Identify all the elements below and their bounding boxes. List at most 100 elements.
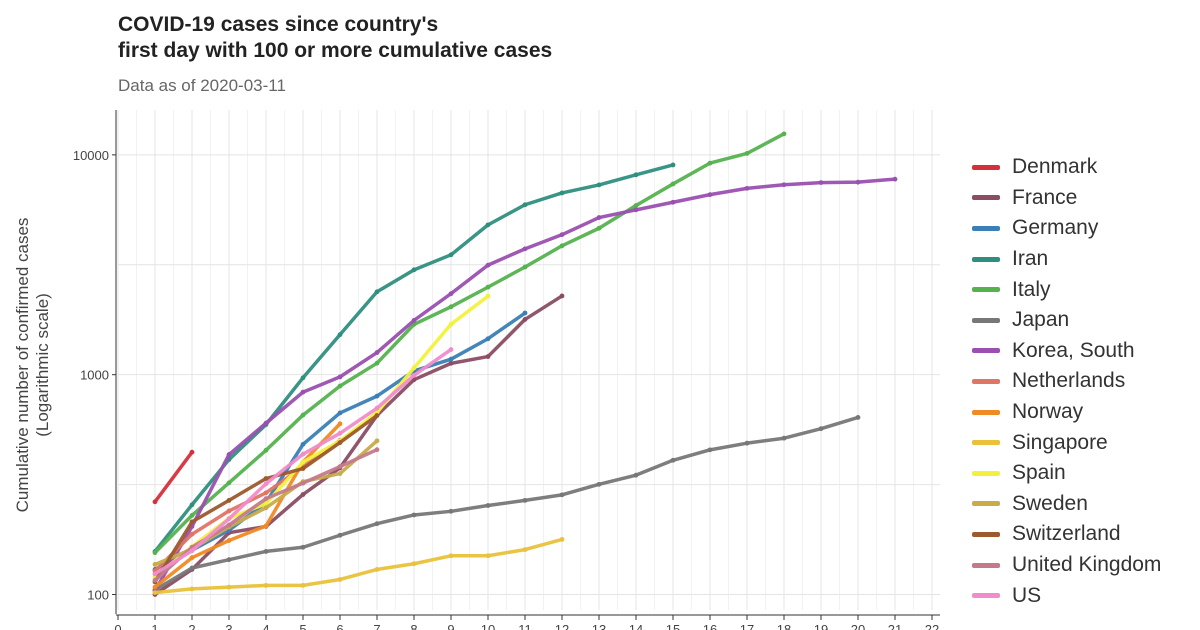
data-point-france bbox=[300, 492, 306, 497]
data-point-korea-south bbox=[485, 262, 491, 268]
data-point-italy bbox=[781, 131, 787, 137]
legend-item-singapore: Singapore bbox=[972, 427, 1161, 458]
data-point-spain bbox=[485, 293, 491, 299]
data-point-japan bbox=[781, 435, 787, 441]
data-point-italy bbox=[744, 151, 750, 156]
data-point-japan bbox=[670, 457, 676, 463]
data-point-korea-south bbox=[744, 185, 750, 191]
legend-item-sweden: Sweden bbox=[972, 489, 1161, 520]
data-point-italy bbox=[189, 512, 195, 518]
legend-swatch bbox=[972, 562, 1000, 568]
data-point-singapore bbox=[448, 553, 454, 559]
data-point-japan bbox=[633, 472, 639, 478]
data-point-germany bbox=[485, 336, 491, 342]
data-point-sweden bbox=[263, 505, 269, 511]
data-point-netherlands bbox=[189, 531, 195, 537]
chart-title-line-1: COVID-19 cases since country's bbox=[118, 13, 439, 36]
x-tick-label: 13 bbox=[592, 622, 606, 630]
x-tick-label: 19 bbox=[814, 622, 828, 630]
legend-label: Switzerland bbox=[1012, 522, 1121, 546]
legend-label: Iran bbox=[1012, 247, 1049, 271]
data-point-us bbox=[411, 372, 417, 378]
data-point-japan bbox=[744, 440, 750, 446]
legend-swatch bbox=[972, 225, 1000, 231]
legend-swatch bbox=[972, 195, 1000, 201]
data-point-france bbox=[559, 293, 565, 299]
data-point-us bbox=[337, 430, 343, 436]
data-point-netherlands bbox=[263, 490, 269, 496]
data-point-germany bbox=[374, 393, 380, 399]
data-point-united-kingdom bbox=[300, 480, 306, 486]
data-point-singapore bbox=[263, 582, 269, 588]
x-tick-label: 18 bbox=[777, 622, 791, 630]
x-tick-label: 15 bbox=[666, 622, 680, 630]
chart-subtitle: Data as of 2020-03-11 bbox=[118, 76, 286, 95]
data-point-spain bbox=[411, 365, 417, 371]
data-point-japan bbox=[485, 503, 491, 508]
legend-item-italy: Italy bbox=[972, 274, 1161, 305]
data-point-korea-south bbox=[855, 179, 861, 185]
data-point-korea-south bbox=[818, 180, 824, 186]
x-tick-label: 9 bbox=[447, 622, 454, 630]
legend-swatch bbox=[972, 593, 1000, 599]
series-line-denmark bbox=[153, 450, 194, 504]
legend-label: France bbox=[1012, 185, 1078, 209]
x-tick-label: 14 bbox=[629, 622, 643, 630]
legend-item-us: US bbox=[972, 580, 1161, 611]
data-point-italy bbox=[152, 550, 158, 556]
data-point-korea-south bbox=[670, 199, 676, 205]
data-point-korea-south bbox=[448, 291, 454, 297]
data-point-korea-south bbox=[226, 452, 232, 457]
data-point-singapore bbox=[337, 577, 343, 582]
data-point-korea-south bbox=[374, 350, 380, 355]
x-tick-label: 20 bbox=[851, 622, 865, 630]
legend-item-korea-south: Korea, South bbox=[972, 336, 1161, 367]
legend-swatch bbox=[972, 164, 1000, 170]
data-point-japan bbox=[337, 532, 343, 538]
y-tick-label: 100 bbox=[87, 587, 109, 602]
y-axis-title: Cumulative number of confirmed cases bbox=[13, 218, 32, 513]
data-point-norway bbox=[189, 555, 195, 561]
data-point-norway bbox=[152, 584, 158, 590]
legend-label: Italy bbox=[1012, 277, 1051, 301]
data-point-italy bbox=[263, 447, 269, 453]
data-point-japan bbox=[448, 508, 454, 514]
legend-item-norway: Norway bbox=[972, 397, 1161, 428]
legend-item-germany: Germany bbox=[972, 213, 1161, 244]
legend-item-japan: Japan bbox=[972, 305, 1161, 336]
series-line-france bbox=[153, 294, 564, 597]
legend-label: US bbox=[1012, 583, 1042, 607]
x-tick-label: 16 bbox=[703, 622, 717, 630]
data-point-us bbox=[374, 405, 380, 411]
data-point-singapore bbox=[300, 582, 306, 588]
y-tick-label: 1000 bbox=[80, 368, 109, 383]
data-point-norway bbox=[337, 421, 343, 427]
legend-swatch bbox=[972, 440, 1000, 446]
data-point-switzerland bbox=[263, 476, 269, 481]
data-point-italy bbox=[374, 360, 380, 366]
x-tick-label: 1 bbox=[151, 622, 158, 630]
data-point-us bbox=[263, 481, 269, 487]
data-point-germany bbox=[300, 441, 306, 447]
legend-item-united-kingdom: United Kingdom bbox=[972, 550, 1161, 581]
legend-label: Spain bbox=[1012, 461, 1066, 485]
data-point-japan bbox=[522, 497, 528, 503]
legend-swatch bbox=[972, 470, 1000, 476]
data-point-japan bbox=[300, 544, 306, 550]
data-point-korea-south bbox=[337, 374, 343, 380]
data-point-denmark bbox=[189, 449, 195, 455]
legend-label: Sweden bbox=[1012, 491, 1088, 515]
x-tick-label: 3 bbox=[225, 622, 232, 630]
y-axis-subtitle: (Logarithmic scale) bbox=[33, 293, 52, 437]
legend-label: Germany bbox=[1012, 216, 1099, 240]
series-line-italy bbox=[153, 132, 786, 555]
legend-label: Singapore bbox=[1012, 430, 1108, 454]
legend-swatch bbox=[972, 348, 1000, 354]
data-point-sweden bbox=[152, 562, 158, 567]
data-point-korea-south bbox=[596, 215, 602, 220]
data-point-iran bbox=[522, 202, 528, 208]
data-point-singapore bbox=[485, 553, 491, 559]
data-point-korea-south bbox=[522, 246, 528, 252]
legend-item-netherlands: Netherlands bbox=[972, 366, 1161, 397]
data-point-korea-south bbox=[411, 317, 417, 323]
